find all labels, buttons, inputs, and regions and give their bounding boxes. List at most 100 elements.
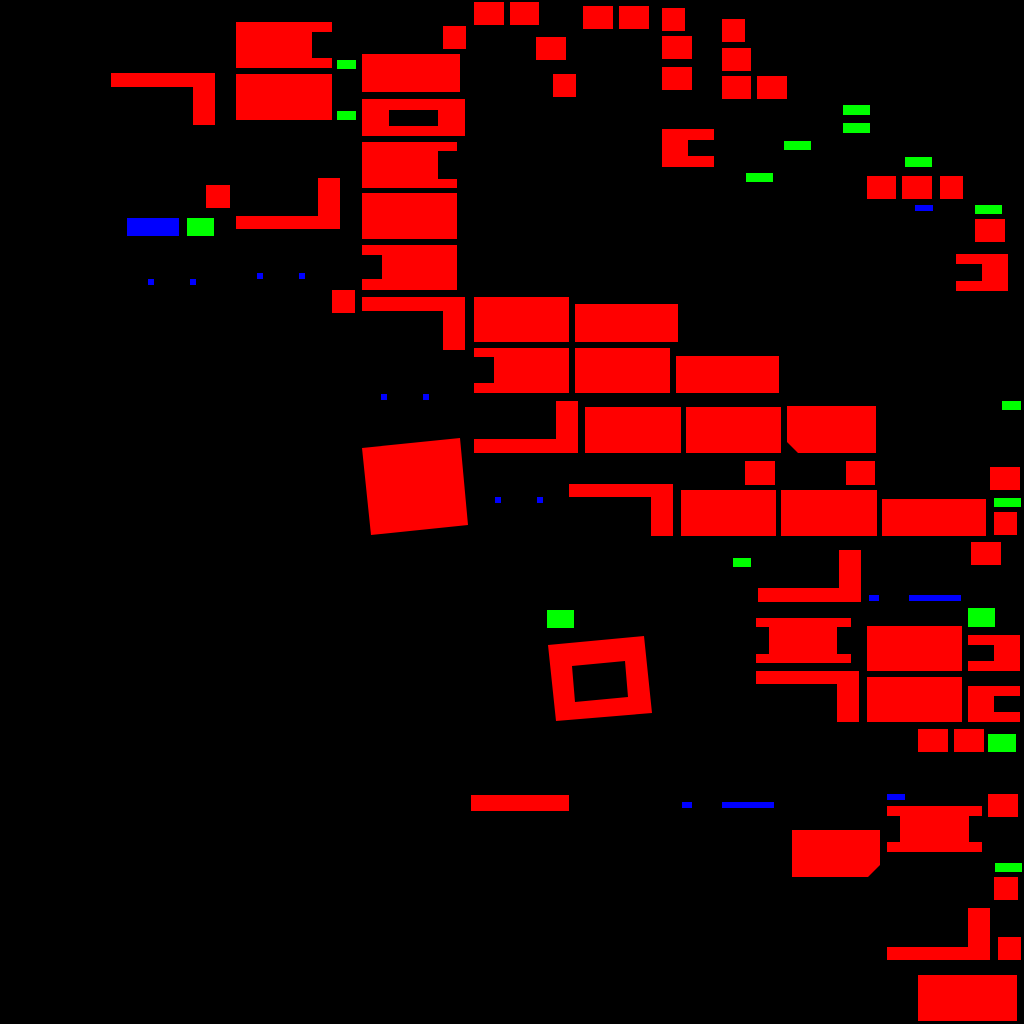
building — [236, 22, 332, 68]
building — [474, 348, 569, 393]
green-feature — [988, 734, 1016, 752]
building — [887, 908, 990, 960]
blue-feature — [887, 794, 905, 800]
green-feature — [968, 608, 995, 627]
green-feature — [994, 498, 1021, 507]
building — [781, 490, 877, 536]
building — [994, 512, 1017, 535]
building — [975, 219, 1005, 242]
building — [722, 76, 751, 99]
green-feature — [905, 157, 932, 167]
blue-feature — [537, 497, 543, 503]
building — [471, 795, 569, 811]
building — [867, 626, 962, 671]
green-feature — [733, 558, 751, 567]
green-feature-layer — [187, 60, 1022, 872]
blue-feature — [869, 595, 879, 601]
building — [536, 37, 566, 60]
building — [756, 671, 859, 722]
building — [111, 73, 215, 125]
building — [681, 490, 776, 536]
building — [236, 74, 332, 120]
blue-feature — [495, 497, 501, 503]
building — [662, 36, 692, 59]
green-feature — [784, 141, 811, 150]
building — [918, 729, 948, 752]
building — [474, 401, 578, 453]
building — [362, 142, 457, 188]
building — [971, 542, 1001, 565]
building — [474, 297, 569, 342]
green-feature — [337, 111, 356, 120]
building — [882, 499, 986, 536]
blue-feature — [381, 394, 387, 400]
blue-feature — [423, 394, 429, 400]
building — [902, 176, 932, 199]
building — [988, 794, 1018, 817]
building — [206, 185, 230, 208]
building — [686, 407, 781, 453]
building — [887, 806, 982, 852]
building — [619, 6, 649, 29]
building — [362, 297, 465, 350]
building — [362, 245, 457, 290]
building — [553, 74, 576, 97]
blue-feature — [257, 273, 263, 279]
building — [569, 484, 673, 536]
building — [846, 461, 875, 485]
building — [867, 677, 962, 722]
building — [758, 550, 861, 602]
blue-feature — [148, 279, 154, 285]
building — [998, 937, 1021, 960]
building — [662, 67, 692, 90]
building — [994, 877, 1018, 900]
building — [510, 2, 539, 25]
building — [956, 254, 1008, 291]
green-feature — [547, 610, 574, 628]
building — [362, 54, 460, 92]
blue-feature-layer — [127, 205, 961, 808]
building — [474, 2, 504, 25]
blue-feature — [190, 279, 196, 285]
building — [362, 193, 457, 239]
building — [756, 618, 851, 663]
building — [332, 290, 355, 313]
green-feature — [187, 218, 214, 236]
green-feature — [843, 123, 870, 133]
green-feature — [975, 205, 1002, 214]
building — [918, 975, 1017, 1021]
building — [954, 729, 984, 752]
blue-feature — [909, 595, 961, 601]
blue-feature — [915, 205, 933, 211]
blue-feature — [299, 273, 305, 279]
building — [548, 636, 652, 721]
building — [585, 407, 681, 453]
building — [940, 176, 963, 199]
building — [583, 6, 613, 29]
building — [745, 461, 775, 485]
building — [662, 129, 714, 167]
building-layer — [111, 2, 1021, 1021]
green-feature — [995, 863, 1022, 872]
building — [787, 406, 876, 453]
building — [575, 304, 678, 342]
building — [575, 348, 670, 393]
green-feature — [746, 173, 773, 182]
building — [968, 686, 1020, 722]
building — [867, 176, 896, 199]
building — [676, 356, 779, 393]
building — [757, 76, 787, 99]
building — [236, 178, 340, 229]
building — [990, 467, 1020, 490]
building — [443, 26, 466, 49]
building — [662, 8, 685, 31]
building — [722, 48, 751, 71]
green-feature — [1002, 401, 1021, 410]
green-feature — [843, 105, 870, 115]
blue-feature — [722, 802, 774, 808]
building — [362, 99, 465, 136]
building — [362, 438, 468, 535]
building — [792, 830, 880, 877]
